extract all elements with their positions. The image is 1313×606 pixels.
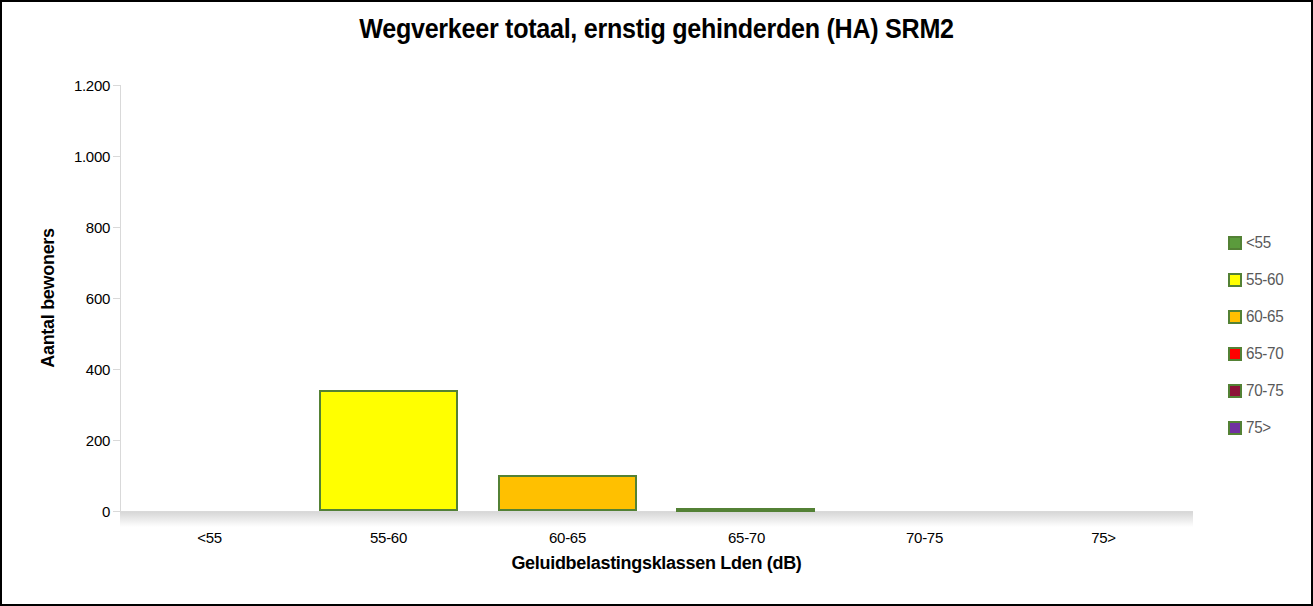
legend-label: 70-75 bbox=[1246, 382, 1283, 400]
bar-55-60 bbox=[319, 390, 458, 511]
y-tick-label: 1.200 bbox=[40, 77, 110, 94]
legend-item-70-75: 70-75 bbox=[1228, 383, 1285, 398]
legend-item-<55: <55 bbox=[1228, 235, 1285, 250]
legend-label: 75> bbox=[1246, 419, 1271, 437]
legend-item-65-70: 65-70 bbox=[1228, 346, 1285, 361]
legend-swatch-icon bbox=[1228, 310, 1242, 324]
y-tick-label: 800 bbox=[40, 219, 110, 236]
y-tick-label: 0 bbox=[40, 503, 110, 520]
bar-60-65 bbox=[498, 475, 637, 511]
legend-swatch-icon bbox=[1228, 421, 1242, 435]
legend-swatch-icon bbox=[1228, 273, 1242, 287]
legend-swatch-icon bbox=[1228, 384, 1242, 398]
x-axis-shadow-band bbox=[120, 512, 1193, 527]
legend-item-55-60: 55-60 bbox=[1228, 272, 1285, 287]
x-tick-label: <55 bbox=[120, 529, 299, 546]
legend-label: <55 bbox=[1246, 234, 1271, 252]
legend-label: 60-65 bbox=[1246, 308, 1283, 326]
legend-swatch-icon bbox=[1228, 236, 1242, 250]
chart-frame: Wegverkeer totaal, ernstig gehinderden (… bbox=[0, 0, 1313, 606]
y-tick-label: 1.000 bbox=[40, 148, 110, 165]
legend-label: 55-60 bbox=[1246, 271, 1283, 289]
legend-item-60-65: 60-65 bbox=[1228, 309, 1285, 324]
x-tick-label: 65-70 bbox=[657, 529, 836, 546]
legend-item-75>: 75> bbox=[1228, 420, 1285, 435]
plot-area bbox=[120, 85, 1194, 511]
legend-label: 65-70 bbox=[1246, 345, 1283, 363]
chart-title: Wegverkeer totaal, ernstig gehinderden (… bbox=[48, 14, 1265, 45]
x-tick-label: 70-75 bbox=[835, 529, 1014, 546]
x-axis-title: Geluidbelastingsklassen Lden (dB) bbox=[120, 553, 1193, 574]
y-tick-label: 200 bbox=[40, 432, 110, 449]
legend-swatch-icon bbox=[1228, 347, 1242, 361]
x-tick-label: 75> bbox=[1014, 529, 1193, 546]
x-tick-label: 60-65 bbox=[478, 529, 657, 546]
x-tick-label: 55-60 bbox=[299, 529, 478, 546]
y-tick-label: 400 bbox=[40, 361, 110, 378]
y-tick-label: 600 bbox=[40, 290, 110, 307]
chart-legend: <55 55-60 60-65 65-70 70-75 75> bbox=[1228, 235, 1285, 457]
